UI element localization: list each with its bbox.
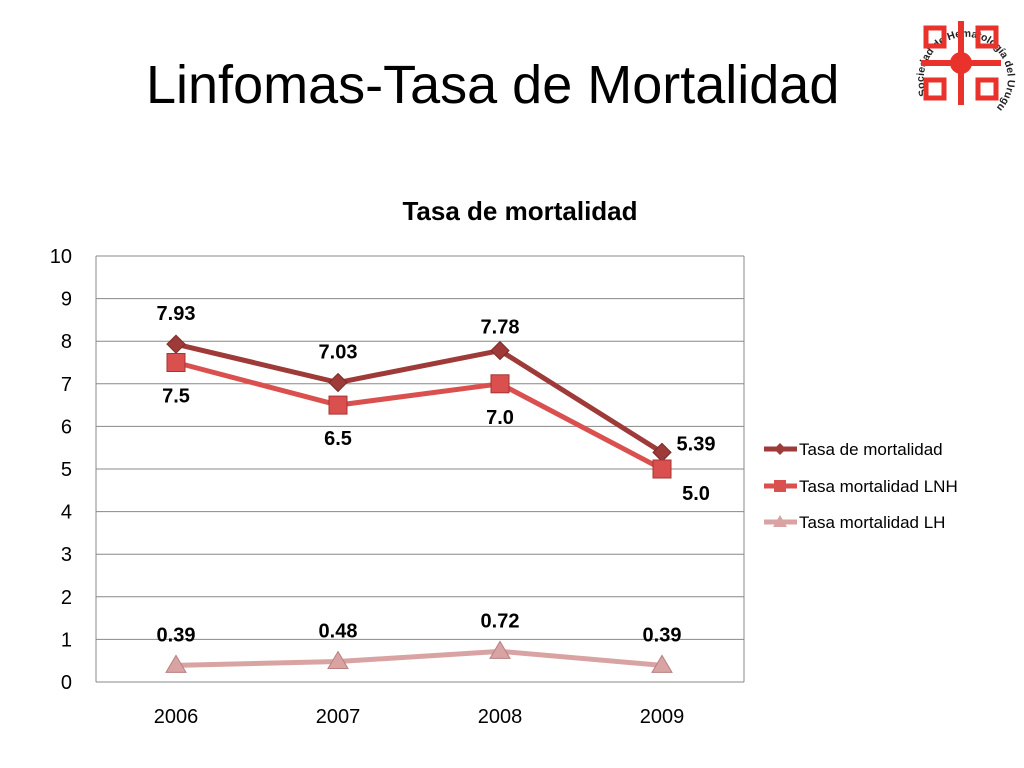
data-point-triangle (489, 640, 511, 659)
legend-label: Tasa mortalidad LH (799, 513, 945, 532)
chart-gridlines (95, 255, 745, 683)
y-tick-label: 1 (61, 629, 72, 651)
y-tick-label: 6 (61, 416, 72, 438)
data-label: 7.0 (486, 407, 514, 429)
data-label: 6.5 (324, 428, 352, 450)
data-label: 7.78 (481, 317, 520, 339)
y-tick-label: 7 (61, 374, 72, 396)
data-label: 7.5 (162, 386, 190, 408)
chart-data-labels: 7.93 7.03 7.78 5.39 7.5 6.5 7.0 5.0 0.39 0.48 0.72… (157, 303, 716, 646)
data-label: 0.39 (157, 624, 196, 646)
chart-title: Tasa de mortalidad (402, 196, 637, 226)
data-label: 0.48 (319, 621, 358, 643)
x-tick-label: 2008 (478, 706, 523, 728)
data-point-triangle (651, 654, 673, 673)
logo-corner-mark (923, 77, 947, 101)
y-tick-label: 9 (61, 289, 72, 311)
x-tick-label: 2009 (640, 706, 685, 728)
data-label: 0.72 (481, 610, 520, 632)
society-logo: Sociedad de Hematología del Uruguay (0, 0, 1017, 113)
y-axis-tick-labels: 0 1 2 3 4 5 6 7 8 9 10 (50, 246, 72, 694)
data-label: 7.03 (319, 342, 358, 364)
legend-marker-triangle (773, 515, 787, 527)
data-label: 5.0 (682, 483, 710, 505)
x-tick-label: 2006 (154, 706, 199, 728)
series-line-1 (175, 341, 664, 455)
y-tick-label: 8 (61, 331, 72, 353)
data-label: 0.39 (643, 624, 682, 646)
y-tick-label: 2 (61, 587, 72, 609)
data-point-triangle (165, 654, 187, 673)
logo-corner-mark (923, 25, 947, 49)
chart-legend: Tasa de mortalidad Tasa mortalidad LNH Tas… (764, 440, 958, 532)
data-label: 7.93 (157, 303, 196, 325)
data-point-square (652, 459, 672, 479)
data-label: 5.39 (677, 433, 716, 455)
y-tick-label: 0 (61, 672, 72, 694)
y-tick-label: 3 (61, 544, 72, 566)
y-tick-label: 5 (61, 459, 72, 481)
chart-series (165, 334, 673, 673)
y-tick-label: 10 (50, 246, 72, 268)
logo-corner-mark (975, 77, 999, 101)
data-point-diamond (328, 372, 348, 393)
legend-label: Tasa mortalidad LNH (799, 477, 958, 496)
data-point-diamond (166, 334, 186, 354)
data-point-square (166, 353, 186, 372)
logo-center-dot (950, 52, 972, 74)
data-point-triangle (327, 650, 349, 670)
logo-corner-mark (975, 25, 999, 49)
data-point-diamond (490, 340, 510, 361)
x-axis-tick-labels: 2006 2007 2008 2009 (154, 706, 685, 728)
legend-label: Tasa de mortalidad (799, 440, 943, 459)
data-point-square (328, 395, 348, 415)
series-line-2 (175, 360, 664, 472)
series-line-3 (175, 648, 663, 668)
x-tick-label: 2007 (316, 706, 361, 728)
slide-title: Linfomas-Tasa de Mortalidad (146, 55, 840, 115)
y-tick-label: 4 (61, 502, 72, 524)
legend-marker-square (774, 480, 786, 492)
logo-text: Sociedad de Hematología del Uruguay (0, 0, 1017, 113)
data-point-square (490, 374, 510, 394)
legend-marker-diamond (774, 443, 786, 455)
